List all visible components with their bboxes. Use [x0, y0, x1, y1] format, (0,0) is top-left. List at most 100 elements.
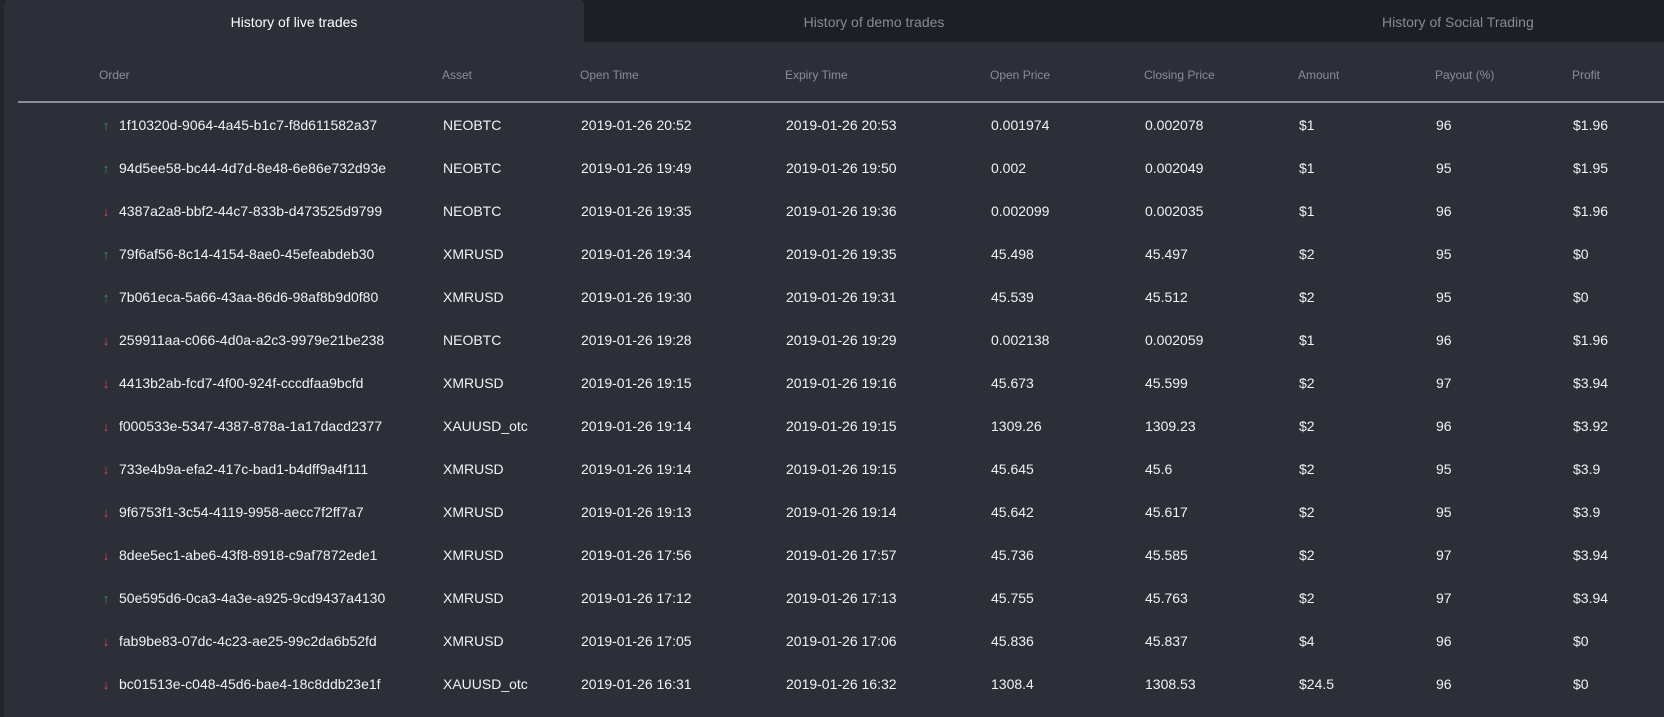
expiry-time-cell: 2019-01-26 19:14 — [786, 503, 897, 520]
trades-table-container: Order Asset Open Time Expiry Time Open P… — [4, 42, 1664, 717]
tab-demo-trades[interactable]: History of demo trades — [803, 14, 945, 30]
history-tabs: History of live trades History of demo t… — [4, 0, 1664, 42]
table-row[interactable]: ↑a30f6d4a-e4b5-4be7-9f30-dce76409b8b8NEO… — [18, 705, 1664, 717]
open-price-cell: 0.00199 — [990, 705, 1144, 717]
profit-cell: $1.49 — [1572, 705, 1664, 717]
tab-social-trading[interactable]: History of Social Trading — [1382, 14, 1534, 30]
order-id: 8dee5ec1-abe6-43f8-8918-c9af7872ede1 — [119, 546, 378, 563]
asset-cell: NEOBTC — [442, 705, 580, 717]
expiry-time-cell: 2019-01-26 19:29 — [786, 331, 897, 348]
payout-cell: 97 — [1436, 374, 1452, 391]
open-time-cell: 2019-01-26 19:34 — [581, 245, 692, 262]
expiry-time-cell: 2019-01-26 17:06 — [786, 632, 897, 649]
table-row[interactable]: ↑ 79f6af56-8c14-4154-8ae0-45efeabdeb30 XMR… — [18, 232, 1664, 275]
order-cell: ↓ bc01513e-c048-45d6-bae4-18c8ddb23e1f — [99, 662, 442, 705]
open-price-cell: 1309.26 — [991, 417, 1042, 434]
closing-price-cell: 0.002078 — [1145, 116, 1204, 133]
amount-cell: $2 — [1299, 589, 1315, 606]
payout-cell: 95 — [1436, 288, 1452, 305]
table-row[interactable]: ↓ 8dee5ec1-abe6-43f8-8918-c9af7872ede1 XMR… — [18, 533, 1664, 576]
column-header-open-price: Open Price — [990, 42, 1144, 103]
amount-cell: $2 — [1299, 546, 1315, 563]
open-time-cell: 2019-01-26 20:52 — [581, 116, 692, 133]
arrow-up-icon: ↑ — [102, 590, 110, 606]
open-price-cell: 45.498 — [991, 245, 1034, 262]
profit-cell: $0 — [1573, 288, 1589, 305]
payout-cell: 49 — [1435, 705, 1572, 717]
amount-cell: $2 — [1299, 460, 1315, 477]
order-id: 733e4b9a-efa2-417c-bad1-b4dff9a4f111 — [119, 460, 369, 477]
closing-price-cell: 0.002049 — [1145, 159, 1204, 176]
open-time-cell: 2019-01-26 17:05 — [581, 632, 692, 649]
profit-cell: $3.9 — [1573, 503, 1601, 520]
arrow-down-icon: ↓ — [102, 461, 110, 477]
column-header-open-time: Open Time — [580, 42, 785, 103]
table-row[interactable]: ↓ f000533e-5347-4387-878a-1a17dacd2377 XAU… — [18, 404, 1664, 447]
arrow-up-icon: ↑ — [102, 160, 110, 176]
amount-cell: $2 — [1299, 374, 1315, 391]
table-row[interactable]: ↓ 4413b2ab-fcd7-4f00-924f-cccdfaa9bcfd XMR… — [18, 361, 1664, 404]
row-spacer — [18, 102, 99, 146]
amount-cell: $2 — [1299, 503, 1315, 520]
order-cell: ↓ 4387a2a8-bbf2-44c7-833b-d473525d9799 — [99, 189, 442, 232]
order-id: bc01513e-c048-45d6-bae4-18c8ddb23e1f — [119, 675, 381, 692]
row-spacer — [18, 318, 99, 361]
expiry-time-cell: 2019-01-26 19:15 — [786, 460, 897, 477]
arrow-down-icon: ↓ — [102, 633, 110, 649]
row-spacer — [18, 619, 99, 662]
profit-cell: $0 — [1573, 632, 1589, 649]
open-price-cell: 0.002 — [991, 159, 1027, 176]
table-row[interactable]: ↑ 94d5ee58-bc44-4d7d-8e48-6e86e732d93e NEO… — [18, 146, 1664, 189]
profit-cell: $3.9 — [1573, 460, 1601, 477]
order-cell: ↑ 7b061eca-5a66-43aa-86d6-98af8b9d0f80 — [99, 275, 442, 318]
closing-price-cell: 0.002063 — [1144, 705, 1298, 717]
expiry-time-cell: 2019-01-26 17:13 — [786, 589, 897, 606]
asset-cell: XMRUSD — [443, 589, 504, 606]
payout-cell: 96 — [1436, 632, 1452, 649]
column-header-amount: Amount — [1298, 42, 1435, 103]
order-cell: ↓ fab9be83-07dc-4c23-ae25-99c2da6b52fd — [99, 619, 442, 662]
asset-cell: NEOBTC — [443, 116, 502, 133]
table-row[interactable]: ↑ 50e595d6-0ca3-4a3e-a925-9cd9437a4130 XMR… — [18, 576, 1664, 619]
arrow-up-icon: ↑ — [102, 117, 110, 133]
open-time-cell: 2019-01-26 17:12 — [581, 589, 692, 606]
closing-price-cell: 45.497 — [1145, 245, 1188, 262]
table-row[interactable]: ↓ 733e4b9a-efa2-417c-bad1-b4dff9a4f111 XMR… — [18, 447, 1664, 490]
open-time-cell: 2019-01-26 15:39 — [580, 705, 785, 717]
table-row[interactable]: ↓ 9f6753f1-3c54-4119-9958-aecc7f2ff7a7 XMR… — [18, 490, 1664, 533]
open-price-cell: 45.836 — [991, 632, 1034, 649]
order-id: f000533e-5347-4387-878a-1a17dacd2377 — [119, 417, 383, 434]
table-header: Order Asset Open Time Expiry Time Open P… — [18, 42, 1664, 103]
arrow-up-icon: ↑ — [102, 289, 110, 305]
payout-cell: 97 — [1436, 546, 1452, 563]
asset-cell: XMRUSD — [443, 460, 504, 477]
amount-cell: $1 — [1299, 331, 1315, 348]
table-row[interactable]: ↓ 4387a2a8-bbf2-44c7-833b-d473525d9799 NEO… — [18, 189, 1664, 232]
profit-cell: $1.96 — [1573, 331, 1609, 348]
payout-cell: 95 — [1436, 503, 1452, 520]
expiry-time-cell: 2019-01-26 19:35 — [786, 245, 897, 262]
open-time-cell: 2019-01-26 19:30 — [581, 288, 692, 305]
order-id: 7b061eca-5a66-43aa-86d6-98af8b9d0f80 — [119, 288, 379, 305]
order-cell: ↓ 8dee5ec1-abe6-43f8-8918-c9af7872ede1 — [99, 533, 442, 576]
closing-price-cell: 1309.23 — [1145, 417, 1196, 434]
order-cell: ↓ 733e4b9a-efa2-417c-bad1-b4dff9a4f111 — [99, 447, 442, 490]
table-row[interactable]: ↓ fab9be83-07dc-4c23-ae25-99c2da6b52fd XMR… — [18, 619, 1664, 662]
order-cell: ↑ 94d5ee58-bc44-4d7d-8e48-6e86e732d93e — [99, 146, 442, 189]
order-id: 94d5ee58-bc44-4d7d-8e48-6e86e732d93e — [119, 159, 387, 176]
order-cell: ↓ 4413b2ab-fcd7-4f00-924f-cccdfaa9bcfd — [99, 361, 442, 404]
expiry-time-cell: 2019-01-26 19:15 — [786, 417, 897, 434]
table-row[interactable]: ↓ 259911aa-c066-4d0a-a2c3-9979e21be238 NEO… — [18, 318, 1664, 361]
arrow-down-icon: ↓ — [102, 504, 110, 520]
order-id: 50e595d6-0ca3-4a3e-a925-9cd9437a4130 — [119, 589, 386, 606]
table-row[interactable]: ↓ bc01513e-c048-45d6-bae4-18c8ddb23e1f XAU… — [18, 662, 1664, 705]
table-row[interactable]: ↑ 7b061eca-5a66-43aa-86d6-98af8b9d0f80 XMR… — [18, 275, 1664, 318]
tab-live-trades[interactable]: History of live trades — [4, 0, 584, 42]
row-spacer — [18, 275, 99, 318]
expiry-time-cell: 2019-01-26 19:36 — [786, 202, 897, 219]
arrow-down-icon: ↓ — [102, 418, 110, 434]
asset-cell: NEOBTC — [443, 159, 502, 176]
open-price-cell: 45.755 — [991, 589, 1034, 606]
table-row[interactable]: ↑ 1f10320d-9064-4a45-b1c7-f8d611582a37 NEO… — [18, 102, 1664, 146]
